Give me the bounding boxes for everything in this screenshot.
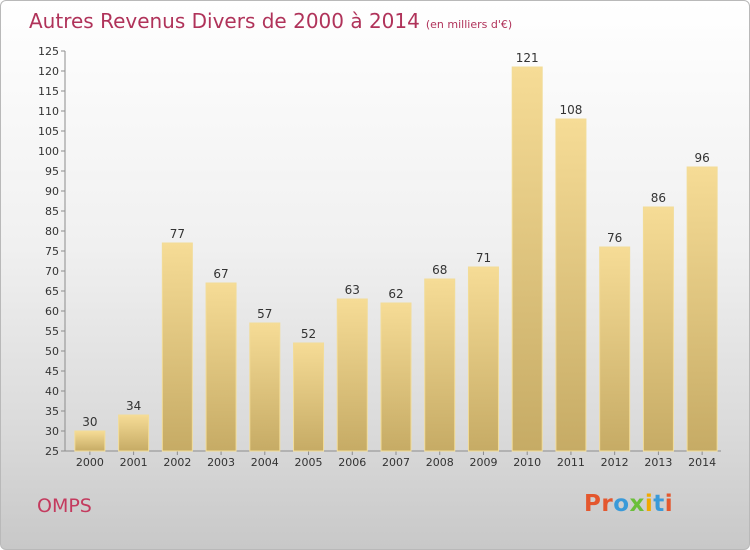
y-tick-label: 105 (38, 125, 59, 138)
data-label: 62 (388, 287, 403, 301)
x-tick-label: 2014 (688, 456, 716, 469)
logo-letter: i (644, 491, 654, 517)
bar (599, 246, 631, 452)
x-tick-label: 2006 (338, 456, 366, 469)
data-label: 86 (651, 191, 666, 205)
data-label: 96 (694, 151, 709, 165)
y-tick-label: 55 (45, 325, 59, 338)
chart-bars: 30 34 77 67 57 52 63 62 68 71 121 108 76 86 96 (74, 51, 718, 452)
bar (467, 266, 499, 452)
x-tick-label: 2007 (382, 456, 410, 469)
x-tick-label: 2003 (207, 456, 235, 469)
x-tick-label: 2011 (557, 456, 585, 469)
bar (293, 342, 325, 452)
bar (161, 242, 193, 452)
y-tick-label: 100 (38, 145, 59, 158)
data-label: 57 (257, 307, 272, 321)
x-tick-label: 2004 (251, 456, 279, 469)
data-label: 71 (476, 251, 491, 265)
bar (424, 278, 456, 452)
x-tick-label: 2012 (601, 456, 629, 469)
data-label: 121 (516, 51, 539, 65)
chart-title-text: Autres Revenus Divers de 2000 à 2014 (29, 9, 420, 33)
y-tick-label: 90 (45, 185, 59, 198)
place-name: OMPS (37, 495, 92, 517)
y-tick-label: 110 (38, 105, 59, 118)
proxiti-logo: Proxiti (584, 491, 673, 517)
y-tick-label: 30 (45, 425, 59, 438)
logo-letter: t (653, 491, 665, 517)
data-label: 108 (559, 103, 582, 117)
x-tick-label: 2010 (513, 456, 541, 469)
y-tick-label: 80 (45, 225, 59, 238)
x-tick-label: 2008 (426, 456, 454, 469)
y-tick-label: 75 (45, 245, 59, 258)
bar (380, 302, 412, 452)
logo-letter: o (613, 491, 630, 517)
chart-axes: 25 30 35 40 45 50 55 60 65 70 75 80 85 90 95 100 105 110 1… (38, 45, 721, 469)
data-label: 67 (213, 267, 228, 281)
bar (686, 166, 718, 452)
bar (74, 430, 106, 452)
data-label: 30 (82, 415, 97, 429)
data-label: 34 (126, 399, 141, 413)
y-tick-label: 50 (45, 345, 59, 358)
x-tick-label: 2000 (76, 456, 104, 469)
data-label: 63 (345, 283, 360, 297)
chart-subtitle: (en milliers d'€) (425, 18, 513, 31)
y-tick-label: 95 (45, 165, 59, 178)
y-tick-label: 65 (45, 285, 59, 298)
data-label: 77 (170, 227, 185, 241)
bar (555, 118, 587, 452)
y-tick-label: 45 (45, 365, 59, 378)
logo-letter: r (601, 491, 614, 517)
x-tick-label: 2009 (469, 456, 497, 469)
y-tick-label: 85 (45, 205, 59, 218)
logo-letter: x (629, 491, 645, 517)
chart-title: Autres Revenus Divers de 2000 à 2014 (en … (29, 9, 512, 33)
x-tick-label: 2005 (295, 456, 323, 469)
bar (336, 298, 368, 452)
y-tick-label: 40 (45, 385, 59, 398)
data-label: 68 (432, 263, 447, 277)
y-tick-label: 25 (45, 445, 59, 458)
y-tick-label: 35 (45, 405, 59, 418)
bar (118, 414, 150, 452)
y-tick-label: 70 (45, 265, 59, 278)
bar (511, 66, 543, 452)
logo-letter: P (584, 491, 602, 517)
x-tick-label: 2001 (120, 456, 148, 469)
x-tick-label: 2013 (644, 456, 672, 469)
bar (642, 206, 674, 452)
data-label: 76 (607, 231, 622, 245)
bar (249, 322, 281, 452)
y-tick-label: 125 (38, 45, 59, 58)
data-label: 52 (301, 327, 316, 341)
bar (205, 282, 237, 452)
y-tick-label: 120 (38, 65, 59, 78)
logo-letter: i (664, 491, 674, 517)
y-tick-label: 60 (45, 305, 59, 318)
x-tick-label: 2002 (163, 456, 191, 469)
y-tick-label: 115 (38, 85, 59, 98)
